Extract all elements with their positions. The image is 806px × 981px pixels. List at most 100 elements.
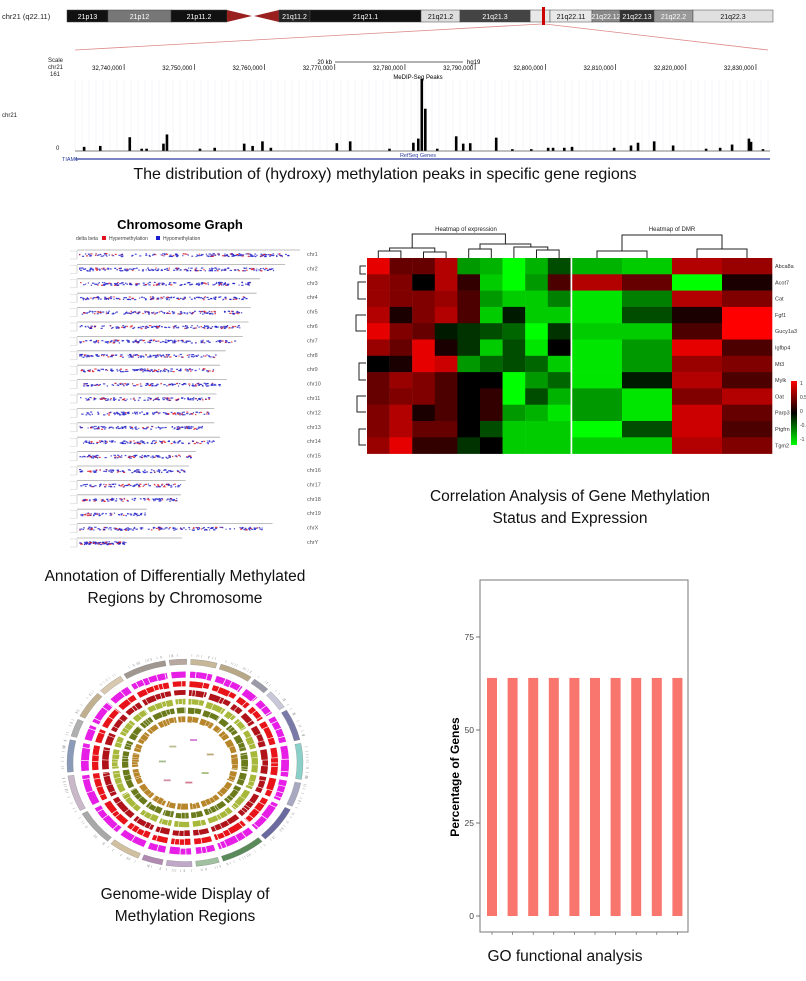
dmr-point bbox=[225, 341, 228, 343]
track-segment bbox=[134, 702, 143, 710]
colorbar-labels: 10.50-0.5-1 bbox=[800, 381, 806, 443]
dmr-point bbox=[216, 268, 218, 270]
dmr-point bbox=[203, 311, 205, 313]
dmr-cell bbox=[622, 258, 673, 275]
ideogram-tick bbox=[126, 857, 129, 860]
dmr-point bbox=[181, 383, 183, 386]
dmr-point bbox=[129, 353, 132, 356]
chromosome-label: chrX bbox=[307, 526, 319, 532]
track-segment bbox=[203, 692, 207, 698]
ideogram-tick bbox=[65, 792, 69, 794]
dmr-point bbox=[156, 326, 160, 328]
expression-cell bbox=[480, 404, 503, 422]
dmr-point bbox=[181, 528, 183, 530]
dmr-point bbox=[189, 296, 191, 298]
ymin-label: 0 bbox=[56, 146, 60, 152]
dmr-point bbox=[187, 397, 190, 399]
dmr-point bbox=[112, 326, 114, 329]
ideogram-tick bbox=[208, 655, 210, 659]
track-segment bbox=[94, 805, 103, 812]
dmr-point bbox=[179, 311, 182, 313]
expression-cell bbox=[502, 258, 526, 275]
dmr-point bbox=[162, 398, 165, 401]
dmr-point bbox=[157, 268, 160, 270]
track-segment bbox=[112, 762, 118, 767]
dmr-cell bbox=[722, 290, 773, 308]
dmr-point bbox=[124, 427, 127, 429]
dmr-point bbox=[236, 312, 238, 314]
expression-cell bbox=[412, 355, 435, 373]
dmr-point bbox=[178, 428, 180, 430]
dmr-point bbox=[108, 470, 111, 472]
track-segment bbox=[147, 716, 154, 723]
dmr-point bbox=[126, 412, 128, 414]
dmr-point bbox=[84, 298, 87, 301]
dmr-point bbox=[87, 512, 90, 514]
row-label: Parp3 bbox=[775, 411, 790, 417]
dmr-point bbox=[157, 298, 160, 300]
track-segment bbox=[147, 792, 155, 799]
track-segment bbox=[124, 809, 135, 819]
y-tick-label: 75 bbox=[465, 632, 475, 642]
dmr-point bbox=[113, 296, 115, 298]
dmr-point bbox=[109, 499, 112, 501]
dmr-point bbox=[139, 369, 142, 371]
dmr-point bbox=[132, 514, 136, 516]
track-segment bbox=[223, 711, 234, 720]
dmr-point bbox=[177, 326, 180, 328]
dmr-point bbox=[259, 255, 262, 258]
track-segment bbox=[145, 801, 152, 808]
dmr-point bbox=[99, 311, 102, 313]
dmr-point bbox=[129, 427, 133, 429]
dmr-point bbox=[99, 370, 101, 372]
dmr-point bbox=[113, 412, 116, 415]
dmr-point bbox=[154, 484, 156, 486]
dmr-point bbox=[165, 339, 167, 341]
dmr-point bbox=[88, 526, 91, 528]
inner-label-mark bbox=[158, 760, 166, 763]
dmr-point bbox=[94, 368, 97, 370]
expression-cell bbox=[389, 339, 413, 357]
dmr-point bbox=[81, 513, 84, 516]
dmr-cell bbox=[572, 339, 623, 357]
dmr-point bbox=[169, 455, 171, 457]
dmr-point bbox=[156, 498, 159, 500]
dmr-point bbox=[139, 339, 141, 341]
ideogram-tick bbox=[282, 697, 285, 700]
dmr-point bbox=[272, 253, 275, 255]
dmr-point bbox=[109, 440, 111, 442]
dmr-point bbox=[88, 542, 91, 545]
dmr-point bbox=[152, 297, 155, 299]
dmr-point bbox=[96, 442, 98, 444]
dmr-point bbox=[172, 455, 174, 458]
dmr-point bbox=[161, 297, 164, 299]
dmr-point bbox=[248, 282, 251, 284]
dmr-point bbox=[204, 325, 206, 327]
dmr-point bbox=[119, 442, 122, 444]
dmr-point bbox=[86, 483, 89, 486]
track-segment bbox=[136, 818, 147, 827]
track-segment bbox=[242, 827, 254, 837]
dmr-point bbox=[124, 412, 127, 414]
peak-bar bbox=[416, 138, 420, 151]
track-segment bbox=[223, 781, 233, 790]
dmr-point bbox=[87, 398, 89, 400]
dmr-point bbox=[116, 311, 118, 313]
track-segment bbox=[119, 714, 128, 722]
dmr-point bbox=[85, 513, 87, 515]
dmr-point bbox=[125, 528, 128, 530]
dmr-point bbox=[108, 541, 110, 543]
dmr-point bbox=[195, 411, 199, 413]
chromosome-ideogram-segment bbox=[141, 854, 164, 866]
track-segment bbox=[229, 789, 239, 799]
dmr-point bbox=[92, 470, 95, 472]
dmr-point bbox=[166, 296, 169, 298]
dmr-point bbox=[142, 356, 145, 358]
dmr-point bbox=[169, 255, 172, 257]
dmr-cell bbox=[672, 290, 723, 308]
dmr-point bbox=[177, 454, 181, 456]
dmr-point bbox=[110, 455, 112, 457]
dmr-point bbox=[250, 255, 253, 257]
dmr-point bbox=[117, 384, 120, 387]
dmr-point bbox=[198, 326, 200, 328]
